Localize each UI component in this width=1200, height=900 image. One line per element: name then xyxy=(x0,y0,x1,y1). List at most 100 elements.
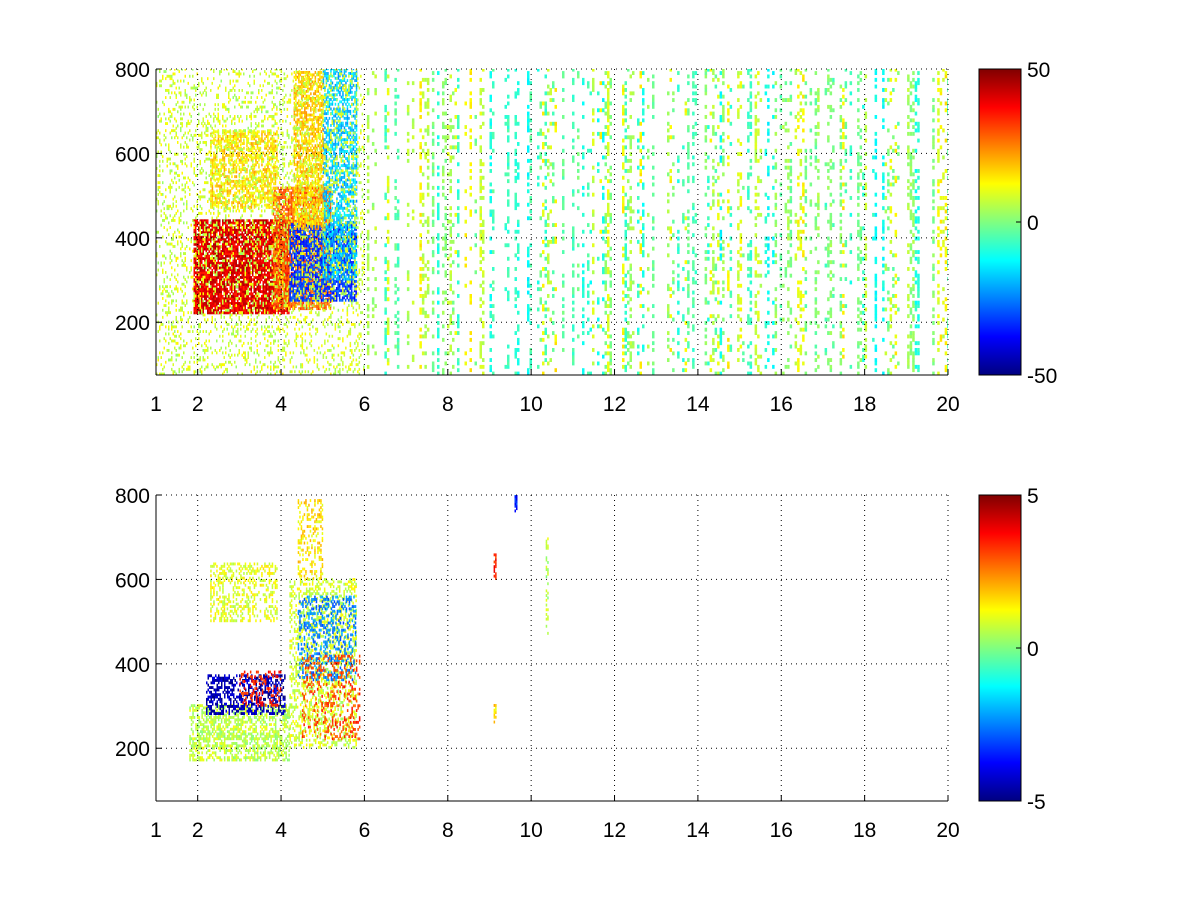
heatmap-cell xyxy=(737,314,740,319)
heatmap-cell xyxy=(210,238,212,242)
heatmap-cell xyxy=(789,344,793,349)
heatmap-cell xyxy=(208,287,210,291)
heatmap-cell xyxy=(712,226,715,231)
heatmap-cell xyxy=(237,292,239,296)
heatmap-cell xyxy=(814,111,818,116)
heatmap-cell xyxy=(195,280,197,284)
heatmap-cell xyxy=(754,300,758,305)
heatmap-cell xyxy=(862,175,865,180)
heatmap-cell xyxy=(394,344,397,349)
heatmap-cell xyxy=(817,226,820,231)
heatmap-cell xyxy=(722,317,725,322)
heatmap-cell xyxy=(228,231,230,234)
heatmap-cell xyxy=(527,145,530,150)
heatmap-cell xyxy=(667,135,670,140)
heatmap-cell xyxy=(394,179,397,184)
heatmap-cell xyxy=(749,91,753,96)
heatmap-cell xyxy=(739,219,743,224)
heatmap-cell xyxy=(226,226,228,230)
heatmap-cell xyxy=(609,84,612,89)
heatmap-cell xyxy=(220,285,222,289)
heatmap-cell xyxy=(374,88,377,92)
heatmap-cell xyxy=(804,155,808,160)
heatmap-cell xyxy=(749,84,753,89)
heatmap-cell xyxy=(757,354,760,359)
heatmap-cell xyxy=(627,300,630,305)
heatmap-cell xyxy=(216,266,218,270)
heatmap-cell xyxy=(739,84,743,89)
heatmap-cell xyxy=(642,348,645,352)
heatmap-cell xyxy=(892,148,895,153)
heatmap-cell xyxy=(562,273,565,278)
heatmap-cell xyxy=(882,223,885,227)
heatmap-cell xyxy=(667,243,670,248)
heatmap-cell xyxy=(607,351,610,356)
heatmap-cell xyxy=(195,290,197,294)
heatmap-cell xyxy=(944,216,948,221)
heatmap-cell xyxy=(255,290,257,294)
heatmap-cell xyxy=(507,189,510,194)
heatmap-cell xyxy=(449,277,452,281)
heatmap-cell xyxy=(754,294,758,298)
heatmap-cell xyxy=(627,202,630,207)
heatmap-cell xyxy=(889,98,893,102)
heatmap-cell xyxy=(431,239,435,244)
heatmap-cell xyxy=(667,91,670,96)
heatmap-cell xyxy=(489,334,492,339)
heatmap-cell xyxy=(195,247,197,251)
heatmap-cell xyxy=(622,121,625,126)
heatmap-cell xyxy=(624,158,627,163)
heatmap-cell xyxy=(747,172,750,177)
heatmap-cell xyxy=(527,314,530,319)
heatmap-cell xyxy=(426,128,430,133)
heatmap-cell xyxy=(252,292,254,296)
heatmap-cell xyxy=(917,250,920,254)
heatmap-cell xyxy=(719,334,723,339)
heatmap-cell xyxy=(572,307,575,312)
heatmap-cell xyxy=(779,267,783,271)
heatmap-cell xyxy=(572,111,575,116)
heatmap-cell xyxy=(396,256,400,261)
heatmap-cell xyxy=(577,74,580,79)
heatmap-cell xyxy=(238,278,240,282)
heatmap-cell xyxy=(907,101,910,106)
heatmap-cell xyxy=(764,364,768,369)
heatmap-cell xyxy=(256,221,258,225)
heatmap-cell xyxy=(737,283,740,288)
heatmap-cell xyxy=(729,314,733,319)
heatmap-cell xyxy=(817,192,820,197)
heatmap-cell xyxy=(727,348,730,352)
heatmap-cell xyxy=(231,250,233,253)
heatmap-cell xyxy=(802,229,805,234)
heatmap-cell xyxy=(739,239,743,244)
heatmap-cell xyxy=(582,243,585,248)
heatmap-cell xyxy=(727,108,730,113)
heatmap-cell xyxy=(637,121,640,126)
heatmap-cell xyxy=(712,125,715,129)
heatmap-cell xyxy=(677,327,680,332)
heatmap-cell xyxy=(225,224,227,227)
heatmap-cell xyxy=(492,334,495,339)
heatmap-cell xyxy=(937,128,940,133)
heatmap-cell xyxy=(779,125,783,129)
heatmap-cell xyxy=(366,344,370,349)
heatmap-cell xyxy=(914,209,918,214)
heatmap-cell xyxy=(719,138,723,143)
heatmap-cell xyxy=(207,240,209,244)
heatmap-cell xyxy=(544,358,547,362)
heatmap-cell xyxy=(235,238,237,242)
heatmap-cell xyxy=(849,152,853,156)
heatmap-cell xyxy=(767,84,770,89)
heatmap-cell xyxy=(201,285,203,289)
heatmap-cell xyxy=(624,88,627,92)
heatmap-cell xyxy=(704,69,708,72)
heatmap-cell xyxy=(228,304,230,308)
heatmap-cell xyxy=(231,268,233,272)
heatmap-cell xyxy=(205,221,207,225)
heatmap-cell xyxy=(196,264,198,268)
heatmap-cell xyxy=(797,229,800,234)
heatmap-cell xyxy=(622,344,625,349)
heatmap-cell xyxy=(431,199,435,204)
heatmap-cell xyxy=(225,268,227,272)
heatmap-cell xyxy=(862,226,865,231)
